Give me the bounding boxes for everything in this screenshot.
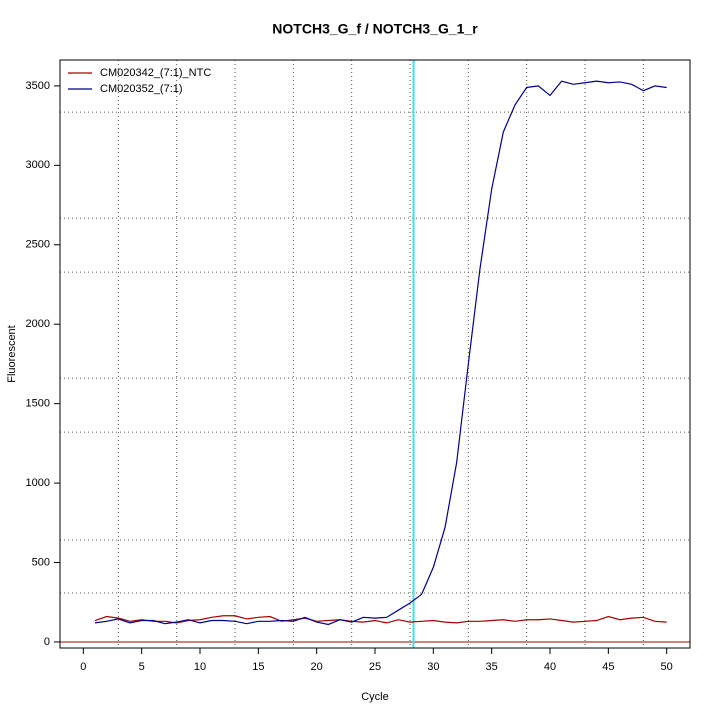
x-axis-label: Cycle [361, 691, 389, 703]
x-tick-label: 40 [544, 661, 556, 673]
x-tick-label: 25 [369, 661, 381, 673]
y-tick-label: 2500 [26, 239, 50, 251]
x-tick-label: 20 [311, 661, 323, 673]
series-line [94, 80, 667, 626]
x-tick-label: 15 [252, 661, 264, 673]
chart-title: NOTCH3_G_f / NOTCH3_G_1_r [272, 21, 478, 37]
y-tick-label: 1000 [26, 477, 50, 489]
y-tick-label: 3000 [26, 159, 50, 171]
y-axis-label: Fluorescent [6, 325, 18, 382]
legend-label: CM020352_(7:1) [100, 83, 183, 95]
legend-label: CM020342_(7:1)_NTC [100, 67, 211, 79]
y-tick-label: 1500 [26, 398, 50, 410]
x-tick-label: 35 [486, 661, 498, 673]
x-tick-label: 30 [427, 661, 439, 673]
x-tick-label: 0 [80, 661, 86, 673]
x-tick-label: 10 [194, 661, 206, 673]
y-tick-label: 0 [44, 636, 50, 648]
y-tick-label: 2000 [26, 318, 50, 330]
x-tick-label: 45 [602, 661, 614, 673]
x-tick-label: 5 [139, 661, 145, 673]
y-tick-label: 3500 [26, 80, 50, 92]
y-tick-label: 500 [32, 556, 50, 568]
x-tick-label: 50 [661, 661, 673, 673]
plot-frame [59, 59, 691, 649]
